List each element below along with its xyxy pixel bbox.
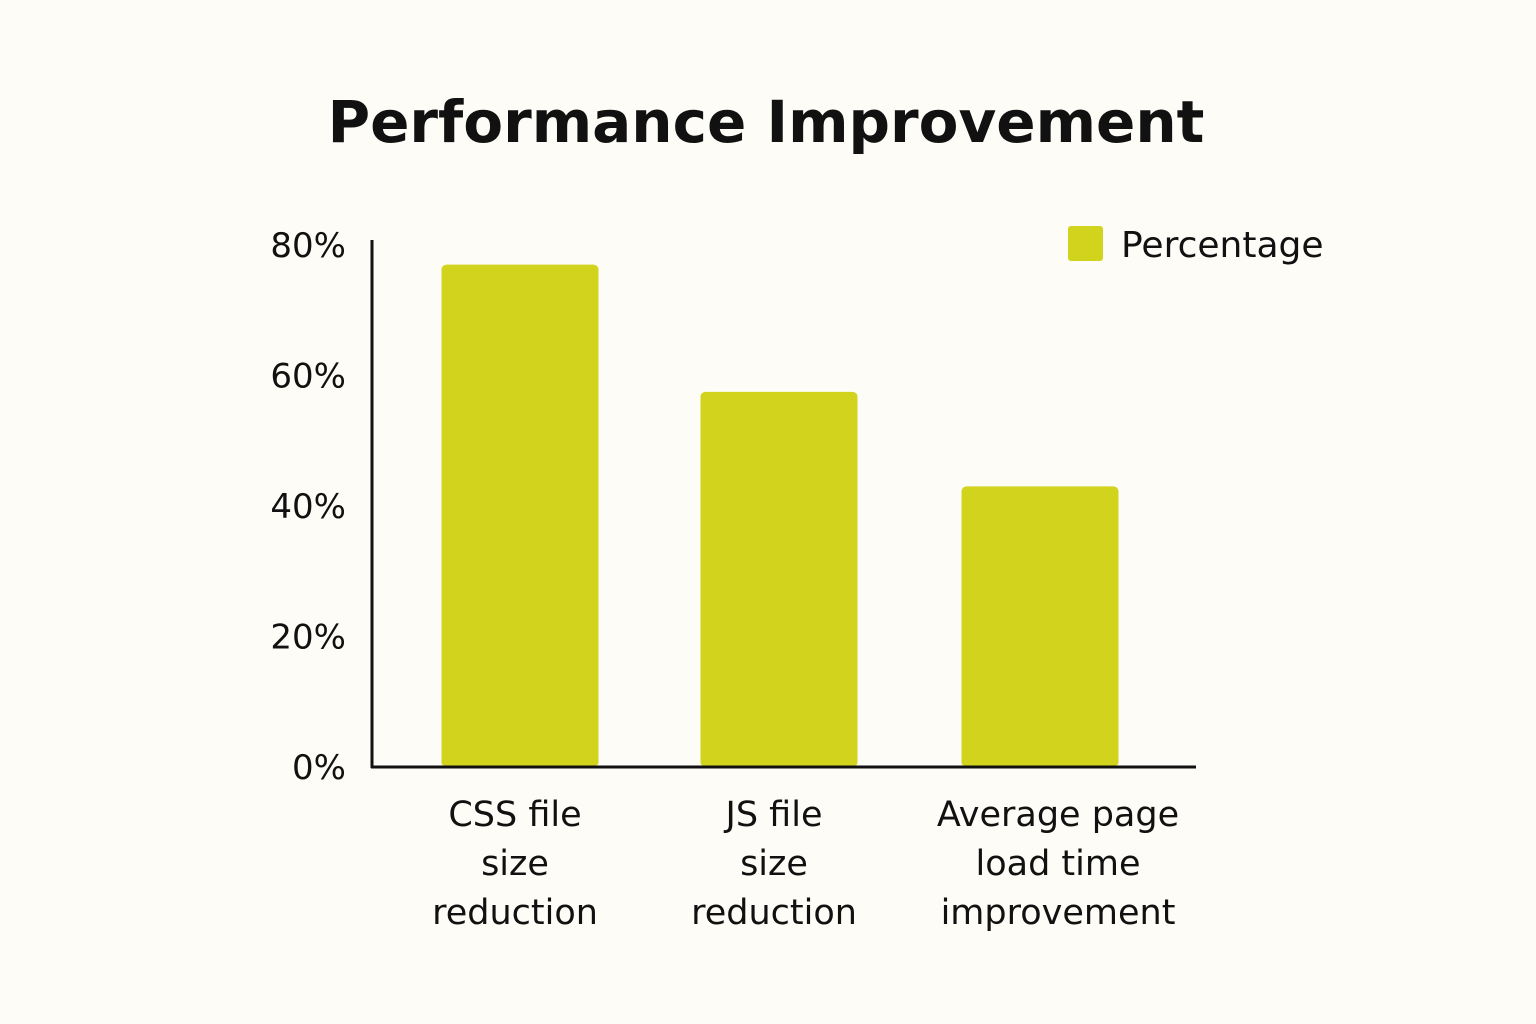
bars xyxy=(441,264,1119,767)
x-category-label: JS file size reduction xyxy=(691,795,857,933)
y-tick-label: 20% xyxy=(270,618,346,658)
legend-swatch xyxy=(1068,226,1103,261)
y-tick-label: 40% xyxy=(270,487,346,527)
x-category-label-line: reduction xyxy=(691,893,857,933)
y-axis-ticks: 0% 20% 40% 60% 80% xyxy=(270,226,346,788)
x-category-label-line: size xyxy=(481,844,549,884)
x-category-label-line: improvement xyxy=(941,893,1176,933)
bar xyxy=(961,486,1119,767)
legend-label: Percentage xyxy=(1121,225,1324,266)
legend: Percentage xyxy=(1068,225,1324,266)
bar xyxy=(700,391,858,767)
y-tick-label: 60% xyxy=(270,357,346,397)
x-category-label-line: CSS file xyxy=(448,795,581,835)
chart-title: Performance Improvement xyxy=(328,88,1205,156)
x-axis-labels: CSS file size reduction JS file size reductio… xyxy=(432,795,1179,933)
x-category-label-line: load time xyxy=(975,844,1140,884)
x-category-label-line: size xyxy=(740,844,808,884)
y-tick-label: 0% xyxy=(292,748,346,788)
y-tick-label: 80% xyxy=(270,226,346,266)
x-category-label: CSS file size reduction xyxy=(432,795,598,933)
x-category-label: Average page load time improvement xyxy=(937,795,1179,933)
x-category-label-line: reduction xyxy=(432,893,598,933)
x-category-label-line: JS file xyxy=(724,795,823,835)
x-category-label-line: Average page xyxy=(937,795,1179,835)
bar xyxy=(441,264,599,767)
